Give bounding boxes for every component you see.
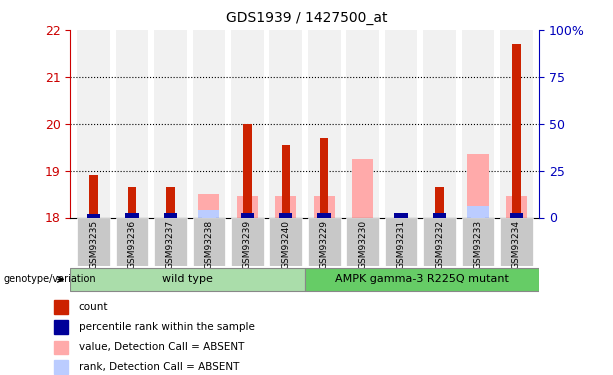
Bar	[394, 213, 408, 217]
Text: wild type: wild type	[162, 274, 213, 284]
Bar	[279, 213, 292, 217]
Bar	[467, 154, 489, 218]
Bar	[125, 213, 139, 217]
Text: genotype/variation: genotype/variation	[3, 274, 96, 284]
Bar	[462, 30, 494, 217]
Text: percentile rank within the sample: percentile rank within the sample	[78, 322, 254, 332]
Bar	[89, 176, 98, 217]
Text: GSM93234: GSM93234	[512, 220, 521, 269]
Bar	[198, 210, 219, 218]
Text: GSM93229: GSM93229	[320, 220, 329, 269]
Text: GSM93237: GSM93237	[166, 220, 175, 269]
Text: GSM93239: GSM93239	[243, 220, 252, 269]
Bar	[509, 213, 523, 217]
Bar	[433, 213, 446, 217]
Bar	[269, 30, 302, 217]
Bar	[269, 217, 302, 266]
Text: GSM93240: GSM93240	[281, 220, 290, 269]
Bar	[243, 124, 251, 218]
Bar	[308, 217, 341, 266]
Bar	[318, 213, 331, 217]
Text: GSM93235: GSM93235	[89, 220, 98, 269]
Bar	[87, 214, 101, 217]
Bar	[128, 187, 136, 218]
Text: GSM93230: GSM93230	[358, 220, 367, 269]
Bar	[385, 30, 417, 217]
Bar	[237, 196, 258, 217]
Text: rank, Detection Call = ABSENT: rank, Detection Call = ABSENT	[78, 362, 239, 372]
Bar	[308, 30, 341, 217]
Bar	[467, 206, 489, 218]
Bar	[166, 187, 175, 218]
Bar	[192, 30, 225, 217]
Bar	[471, 215, 485, 217]
Bar	[346, 217, 379, 266]
Bar	[240, 213, 254, 217]
Bar	[500, 217, 533, 266]
Text: GSM93238: GSM93238	[204, 220, 213, 269]
Bar	[55, 360, 68, 374]
Bar	[192, 217, 225, 266]
Text: GDS1939 / 1427500_at: GDS1939 / 1427500_at	[226, 11, 387, 25]
Bar	[275, 196, 296, 217]
Bar	[471, 214, 485, 217]
Bar	[116, 217, 148, 266]
Bar	[423, 30, 456, 217]
Bar	[198, 194, 219, 217]
Text: AMPK gamma-3 R225Q mutant: AMPK gamma-3 R225Q mutant	[335, 274, 509, 284]
Bar	[462, 217, 494, 266]
Bar	[164, 213, 177, 217]
Bar	[352, 159, 373, 218]
Bar	[154, 217, 187, 266]
Bar	[423, 217, 456, 266]
Bar	[231, 217, 264, 266]
Bar	[397, 215, 405, 217]
Bar	[512, 44, 520, 218]
Bar	[320, 138, 329, 218]
Text: GSM93232: GSM93232	[435, 220, 444, 269]
Bar	[77, 30, 110, 217]
FancyBboxPatch shape	[70, 268, 305, 291]
Text: GSM93233: GSM93233	[473, 220, 482, 269]
Bar	[116, 30, 148, 217]
Text: GSM93231: GSM93231	[397, 220, 406, 269]
Text: GSM93236: GSM93236	[128, 220, 137, 269]
Bar	[55, 320, 68, 334]
Bar	[281, 145, 290, 218]
Bar	[314, 196, 335, 217]
Bar	[500, 30, 533, 217]
FancyBboxPatch shape	[305, 268, 539, 291]
Bar	[231, 30, 264, 217]
Bar	[154, 30, 187, 217]
Bar	[506, 196, 527, 217]
Bar	[346, 30, 379, 217]
Text: count: count	[78, 302, 109, 312]
Bar	[55, 340, 68, 354]
Bar	[55, 300, 68, 313]
Bar	[202, 215, 216, 217]
Text: value, Detection Call = ABSENT: value, Detection Call = ABSENT	[78, 342, 244, 352]
Bar	[77, 217, 110, 266]
Bar	[435, 187, 444, 218]
Bar	[385, 217, 417, 266]
